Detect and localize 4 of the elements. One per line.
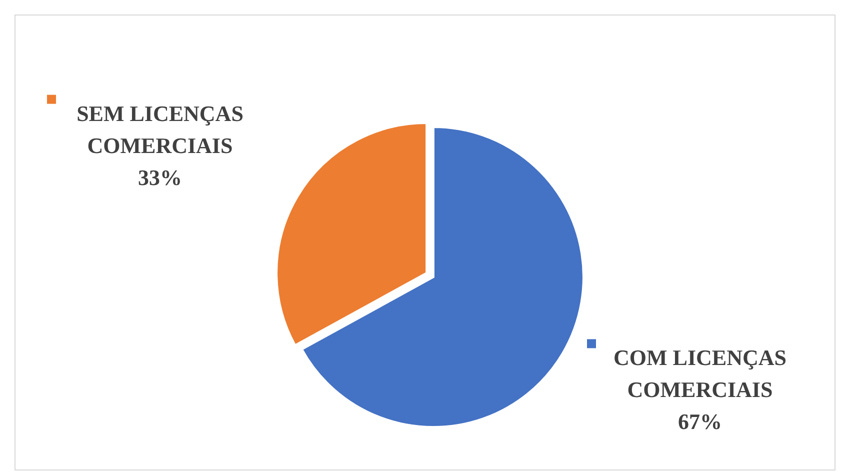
slice-label: COM LICENÇAS COMERCIAIS [614, 345, 786, 402]
data-label: 67% [678, 409, 722, 434]
slice-label: SEM LICENÇAS COMERCIAIS [76, 100, 244, 158]
data-label: 33% [138, 164, 182, 190]
